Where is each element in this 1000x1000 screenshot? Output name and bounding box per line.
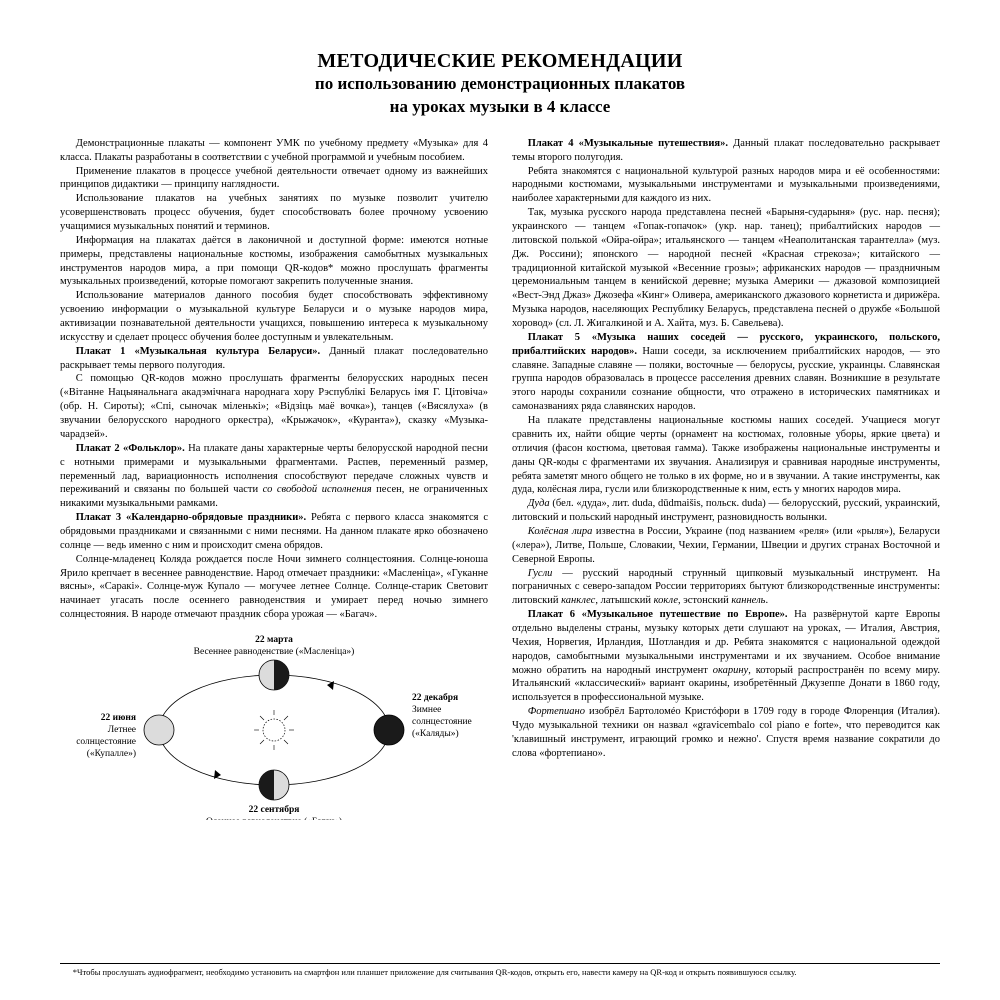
label-mar: Весеннее равноденствие («Масленіца»)	[194, 646, 355, 657]
para-1: Демонстрационные плакаты — компонент УМК…	[60, 137, 488, 165]
para-2: Применение плакатов в процессе учебной д…	[60, 165, 488, 193]
okarina-ital: окарину	[713, 665, 749, 676]
plakat-1-head: Плакат 1 «Музыкальная культура Беларуси»…	[76, 346, 320, 357]
body-columns: Демонстрационные плакаты — компонент УМК…	[60, 137, 940, 957]
label-jun-1: Летнее	[108, 725, 136, 735]
footnote-rule	[60, 963, 940, 964]
para-18: Гусли — русский народный струнный щипков…	[512, 567, 940, 609]
lira-ital: Колёсная лира	[528, 526, 593, 537]
title-main: МЕТОДИЧЕСКИЕ РЕКОМЕНДАЦИИ	[60, 50, 940, 73]
duda-text: (бел. «дуда», лит. duda, dūdmaišis, поль…	[512, 498, 940, 523]
para-6: Плакат 1 «Музыкальная культура Беларуси»…	[60, 345, 488, 373]
para-16: Дуда (бел. «дуда», лит. duda, dūdmaišis,…	[512, 497, 940, 525]
plakat-3-head: Плакат 3 «Календарно-обрядовые праздники…	[76, 512, 306, 523]
para-17: Колёсная лира известна в России, Украине…	[512, 525, 940, 567]
title-sub-2: на уроках музыки в 4 классе	[60, 96, 940, 119]
label-jun-date: 22 июня	[101, 713, 136, 723]
para-7: С помощью QR-кодов можно прослушать фраг…	[60, 372, 488, 441]
label-dec-2: солнцестояние	[412, 717, 472, 727]
title-sub-1: по использованию демонстрационных плакат…	[60, 73, 940, 96]
label-jun-3: («Купалле»)	[87, 748, 136, 759]
para-4: Информация на плакатах даётся в лаконичн…	[60, 234, 488, 289]
plakat-4-head: Плакат 4 «Музыкальные путешествия».	[528, 138, 728, 149]
footnote: *Чтобы прослушать аудиофрагмент, необход…	[60, 967, 940, 977]
para-12: Ребята знакомятся с национальной культур…	[512, 165, 940, 207]
kankles-ital: канклес	[561, 595, 595, 606]
para-20: Фортепиано изобрёл Бартоломéо Кристóфори…	[512, 705, 940, 760]
plakat-2-ital: со свободой исполнения	[263, 484, 372, 495]
para-11: Плакат 4 «Музыкальные путешествия». Данн…	[512, 137, 940, 165]
para-8: Плакат 2 «Фольклор». На плакате даны хар…	[60, 442, 488, 511]
para-13: Так, музыка русского народа представлена…	[512, 206, 940, 331]
label-mar-date: 22 марта	[255, 635, 293, 645]
plakat-6-head: Плакат 6 «Музыкальное путешествие по Евр…	[528, 609, 788, 620]
plakat-2-head: Плакат 2 «Фольклор».	[76, 443, 185, 454]
para-15: На плакате представлены национальные кос…	[512, 414, 940, 497]
para-10: Солнце-младенец Коляда рождается после Н…	[60, 553, 488, 622]
gusli-d: , эстонский	[678, 595, 731, 606]
seasons-diagram: 22 марта Весеннее равноденствие («Маслен…	[60, 630, 488, 820]
para-14: Плакат 5 «Музыка наших соседей — русског…	[512, 331, 940, 414]
para-5: Использование материалов данного пособия…	[60, 289, 488, 344]
label-sep: Осеннее равноденствие («Багач»)	[206, 816, 342, 820]
piano-ital: Фортепиано	[528, 706, 585, 717]
label-dec-1: Зимнее	[412, 705, 441, 715]
seasons-svg: 22 марта Весеннее равноденствие («Маслен…	[74, 630, 474, 820]
gusli-ital: Гусли	[528, 568, 553, 579]
label-jun-2: солнцестояние	[76, 737, 136, 747]
para-19: Плакат 6 «Музыкальное путешествие по Евр…	[512, 608, 940, 705]
label-sep-date: 22 сентября	[249, 804, 300, 815]
kokle-ital: кокле	[654, 595, 678, 606]
label-dec-3: («Каляды»)	[412, 728, 459, 739]
title-block: МЕТОДИЧЕСКИЕ РЕКОМЕНДАЦИИ по использован…	[60, 50, 940, 119]
gusli-e: .	[765, 595, 768, 606]
gusli-c: , латышский	[595, 595, 653, 606]
label-dec-date: 22 декабря	[412, 692, 458, 703]
kannel-ital: каннель	[731, 595, 765, 606]
para-3: Использование плакатов на учебных заняти…	[60, 192, 488, 234]
duda-ital: Дуда	[528, 498, 550, 509]
para-9: Плакат 3 «Календарно-обрядовые праздники…	[60, 511, 488, 553]
